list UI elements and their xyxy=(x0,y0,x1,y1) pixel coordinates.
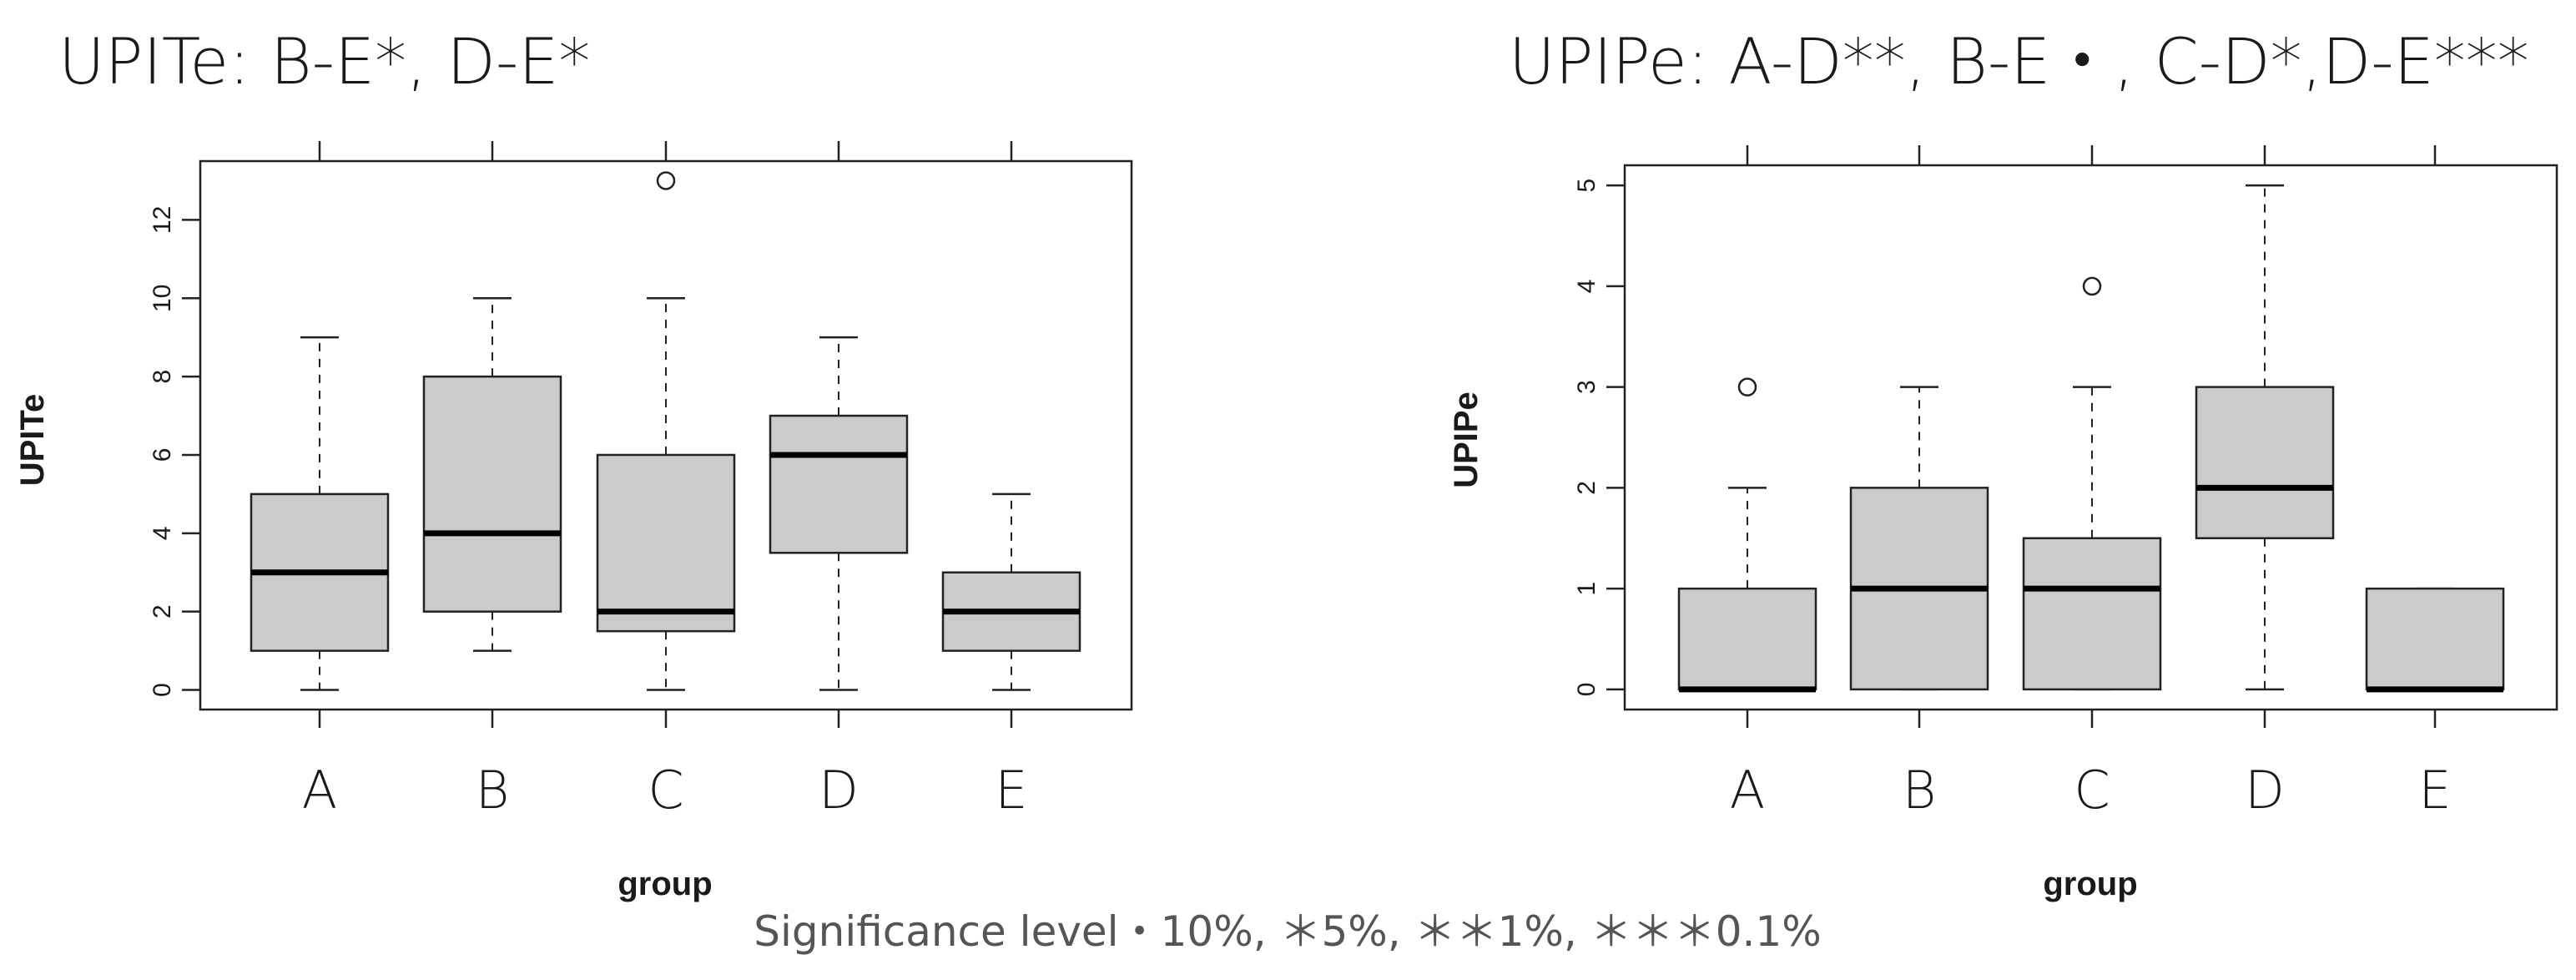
x-tick-label: C xyxy=(2074,760,2110,821)
chart-plot-area: 0 2 4 6 8 10 12 A B C D E xyxy=(149,141,1133,821)
y-tick-label: 6 xyxy=(149,448,176,462)
box-C xyxy=(596,171,736,691)
box-A xyxy=(1677,377,1817,693)
y-axis-label: UPIPe xyxy=(1448,391,1485,488)
y-tick-label: 1 xyxy=(1573,582,1601,596)
y-tick-label: 4 xyxy=(1573,280,1601,294)
box-iqr xyxy=(2195,386,2335,539)
y-tick-label: 3 xyxy=(1573,380,1601,394)
chart-plot-area: 0 1 2 3 4 5 A B C D E xyxy=(1573,145,2558,821)
chart-title: UPIPe: A-D**, B-E・, C-D*,D-E*** xyxy=(1509,24,2529,99)
y-tick-label: 12 xyxy=(149,206,176,234)
y-tick-label: 0 xyxy=(149,683,176,697)
box-E xyxy=(2365,587,2505,693)
chart-upite: UPITe: B-E*, D-E* UPITe group 0 2 4 6 8 10 12 A… xyxy=(14,24,1133,902)
box-B xyxy=(1849,386,1989,691)
outlier-point xyxy=(1737,377,1757,397)
box-A xyxy=(250,336,390,691)
y-tick-label: 8 xyxy=(149,370,176,384)
x-axis-label: group xyxy=(618,866,712,902)
box-iqr xyxy=(2022,537,2162,691)
y-tick-label: 4 xyxy=(149,526,176,540)
y-tick-label: 2 xyxy=(149,604,176,619)
x-tick-label: E xyxy=(995,760,1027,821)
box-iqr xyxy=(1677,587,1817,691)
plot-frame xyxy=(1623,164,2558,711)
outlier-point xyxy=(2082,276,2102,296)
y-tick-label: 5 xyxy=(1573,179,1601,193)
significance-footnote: Significance level・10%, ＊5%, ＊＊1%, ＊＊＊0.… xyxy=(754,907,1821,956)
x-tick-label: D xyxy=(2245,760,2285,821)
box-iqr xyxy=(422,375,562,613)
box-D xyxy=(2195,184,2335,691)
x-tick-label: B xyxy=(476,760,510,821)
box-E xyxy=(941,493,1081,691)
outlier-point xyxy=(656,171,676,190)
chart-title: UPITe: B-E*, D-E* xyxy=(58,24,590,99)
box-B xyxy=(422,297,562,652)
box-C xyxy=(2022,276,2162,691)
box-D xyxy=(769,336,909,691)
y-tick-label: 0 xyxy=(1573,683,1601,697)
box-iqr xyxy=(769,414,909,554)
x-tick-label: A xyxy=(1730,760,1765,821)
x-axis-label: group xyxy=(2043,866,2137,902)
x-tick-label: C xyxy=(648,760,683,821)
box-iqr xyxy=(2365,587,2505,691)
x-tick-label: E xyxy=(2418,760,2451,821)
x-tick-label: D xyxy=(819,760,859,821)
y-axis-label: UPITe xyxy=(14,394,51,486)
x-tick-label: A xyxy=(302,760,337,821)
x-tick-label: B xyxy=(1903,760,1937,821)
box-iqr xyxy=(596,453,736,633)
y-tick-label: 2 xyxy=(1573,481,1601,495)
y-tick-label: 10 xyxy=(149,285,176,312)
chart-upipe: UPIPe: A-D**, B-E・, C-D*,D-E*** UPIPe gr… xyxy=(1448,24,2558,902)
